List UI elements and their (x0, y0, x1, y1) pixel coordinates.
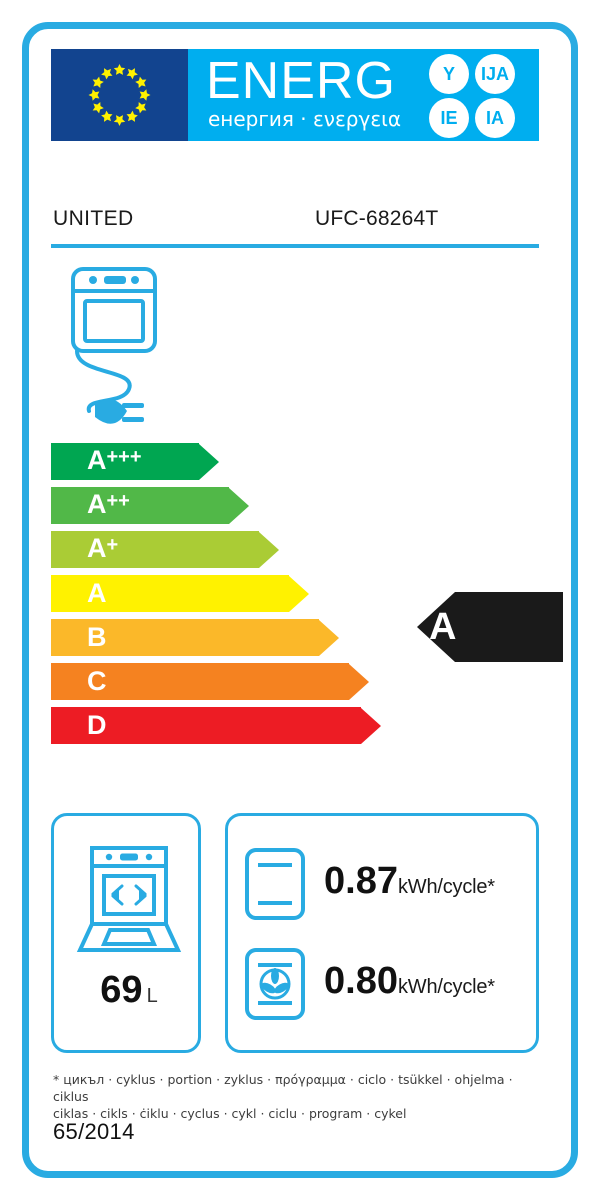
energ-subtitle: енергия · ενεργεια (208, 107, 402, 131)
arrow-body: A (429, 592, 563, 662)
conventional-value-row: 0.87kWh/cycle* (324, 861, 495, 907)
label-header: ENERG енергия · ενεργεια Y IJA IE IA (51, 49, 539, 141)
volume-value: 69 (100, 969, 143, 1011)
energy-label-frame: ENERG енергия · ενεργεια Y IJA IE IA UNI… (22, 22, 578, 1178)
footnote-line-2: ciklas · cikls · ċiklu · cyclus · cykl ·… (53, 1106, 407, 1121)
class-bar-body: D (51, 707, 361, 744)
arrow-nose (417, 592, 455, 662)
class-bar-body: B (51, 619, 319, 656)
oven-with-plug-icon (59, 265, 179, 435)
class-bar-body: C (51, 663, 349, 700)
circle-ia: IA (475, 98, 515, 138)
divider-rule (51, 244, 539, 248)
energy-consumption-panel: 0.87kWh/cycle* (225, 813, 539, 1053)
class-bar-label: D (87, 710, 107, 740)
spec-panels: 69 L 0.87kWh/cycle* (51, 813, 539, 1053)
oven-fan-forced-icon (244, 947, 306, 1021)
class-bar-label: A++ (87, 488, 130, 519)
assigned-class-letter: A (429, 606, 457, 648)
class-bar-tip (349, 663, 369, 700)
class-bar-body: A (51, 575, 289, 612)
class-bar-label: B (87, 622, 107, 652)
model-name: UFC-68264T (315, 207, 439, 230)
class-bar-aplusplus: A++ (51, 487, 381, 524)
class-bar-d: D (51, 707, 381, 744)
circle-y: Y (429, 54, 469, 94)
oven-cavity-icon (76, 846, 182, 956)
class-bar-tip (259, 531, 279, 568)
brand-model-row: UNITED UFC-68264T (51, 207, 539, 253)
class-bar-a: A (51, 575, 381, 612)
class-bar-tip (361, 707, 381, 744)
class-bar-c: C (51, 663, 381, 700)
fan-forced-value-row: 0.80kWh/cycle* (324, 961, 495, 1007)
conventional-value: 0.87 (324, 860, 398, 902)
eu-flag-icon (51, 49, 188, 141)
class-bar-label: A (87, 578, 107, 608)
volume-unit: L (146, 985, 158, 1007)
class-bar-label: C (87, 666, 107, 696)
energ-wordmark-box: ENERG енергия · ενεργεια Y IJA IE IA (188, 49, 539, 141)
volume-value-row: 69 L (54, 968, 204, 1018)
regulation-number: 65/2014 (53, 1119, 135, 1144)
class-bar-body: A+ (51, 531, 259, 568)
energy-row-conventional: 0.87kWh/cycle* (244, 838, 526, 930)
class-bar-label: A+++ (87, 444, 142, 475)
volume-panel: 69 L (51, 813, 201, 1053)
energy-letter-circles: Y IJA IE IA (415, 54, 533, 138)
circle-ie: IE (429, 98, 469, 138)
energy-row-fan-forced: 0.80kWh/cycle* (244, 938, 526, 1030)
class-bar-tip (229, 487, 249, 524)
circle-ija: IJA (475, 54, 515, 94)
brand-name: UNITED (53, 207, 134, 230)
class-bar-b: B (51, 619, 381, 656)
footnote-line-1: * цикъл · cyklus · portion · zyklus · πρ… (53, 1072, 513, 1104)
fan-forced-unit: kWh/cycle* (397, 976, 495, 998)
cycle-translations-footnote: * цикъл · cyklus · portion · zyklus · πρ… (53, 1071, 523, 1122)
oven-conventional-icon (244, 847, 306, 921)
class-bar-aplusplusplus: A+++ (51, 443, 381, 480)
class-bar-aplus: A+ (51, 531, 381, 568)
energ-wordmark: ENERG (206, 52, 396, 110)
class-bar-tip (289, 575, 309, 612)
class-bar-label: A+ (87, 532, 119, 563)
class-bar-body: A+++ (51, 443, 199, 480)
class-bar-tip (319, 619, 339, 656)
class-bar-tip (199, 443, 219, 480)
class-bar-body: A++ (51, 487, 229, 524)
fan-forced-value: 0.80 (324, 960, 398, 1002)
conventional-unit: kWh/cycle* (397, 876, 495, 898)
assigned-class-arrow: A (417, 592, 563, 662)
eu-stars (88, 64, 151, 126)
energy-class-scale: A+++ A++ A+ A B C D (51, 443, 381, 751)
